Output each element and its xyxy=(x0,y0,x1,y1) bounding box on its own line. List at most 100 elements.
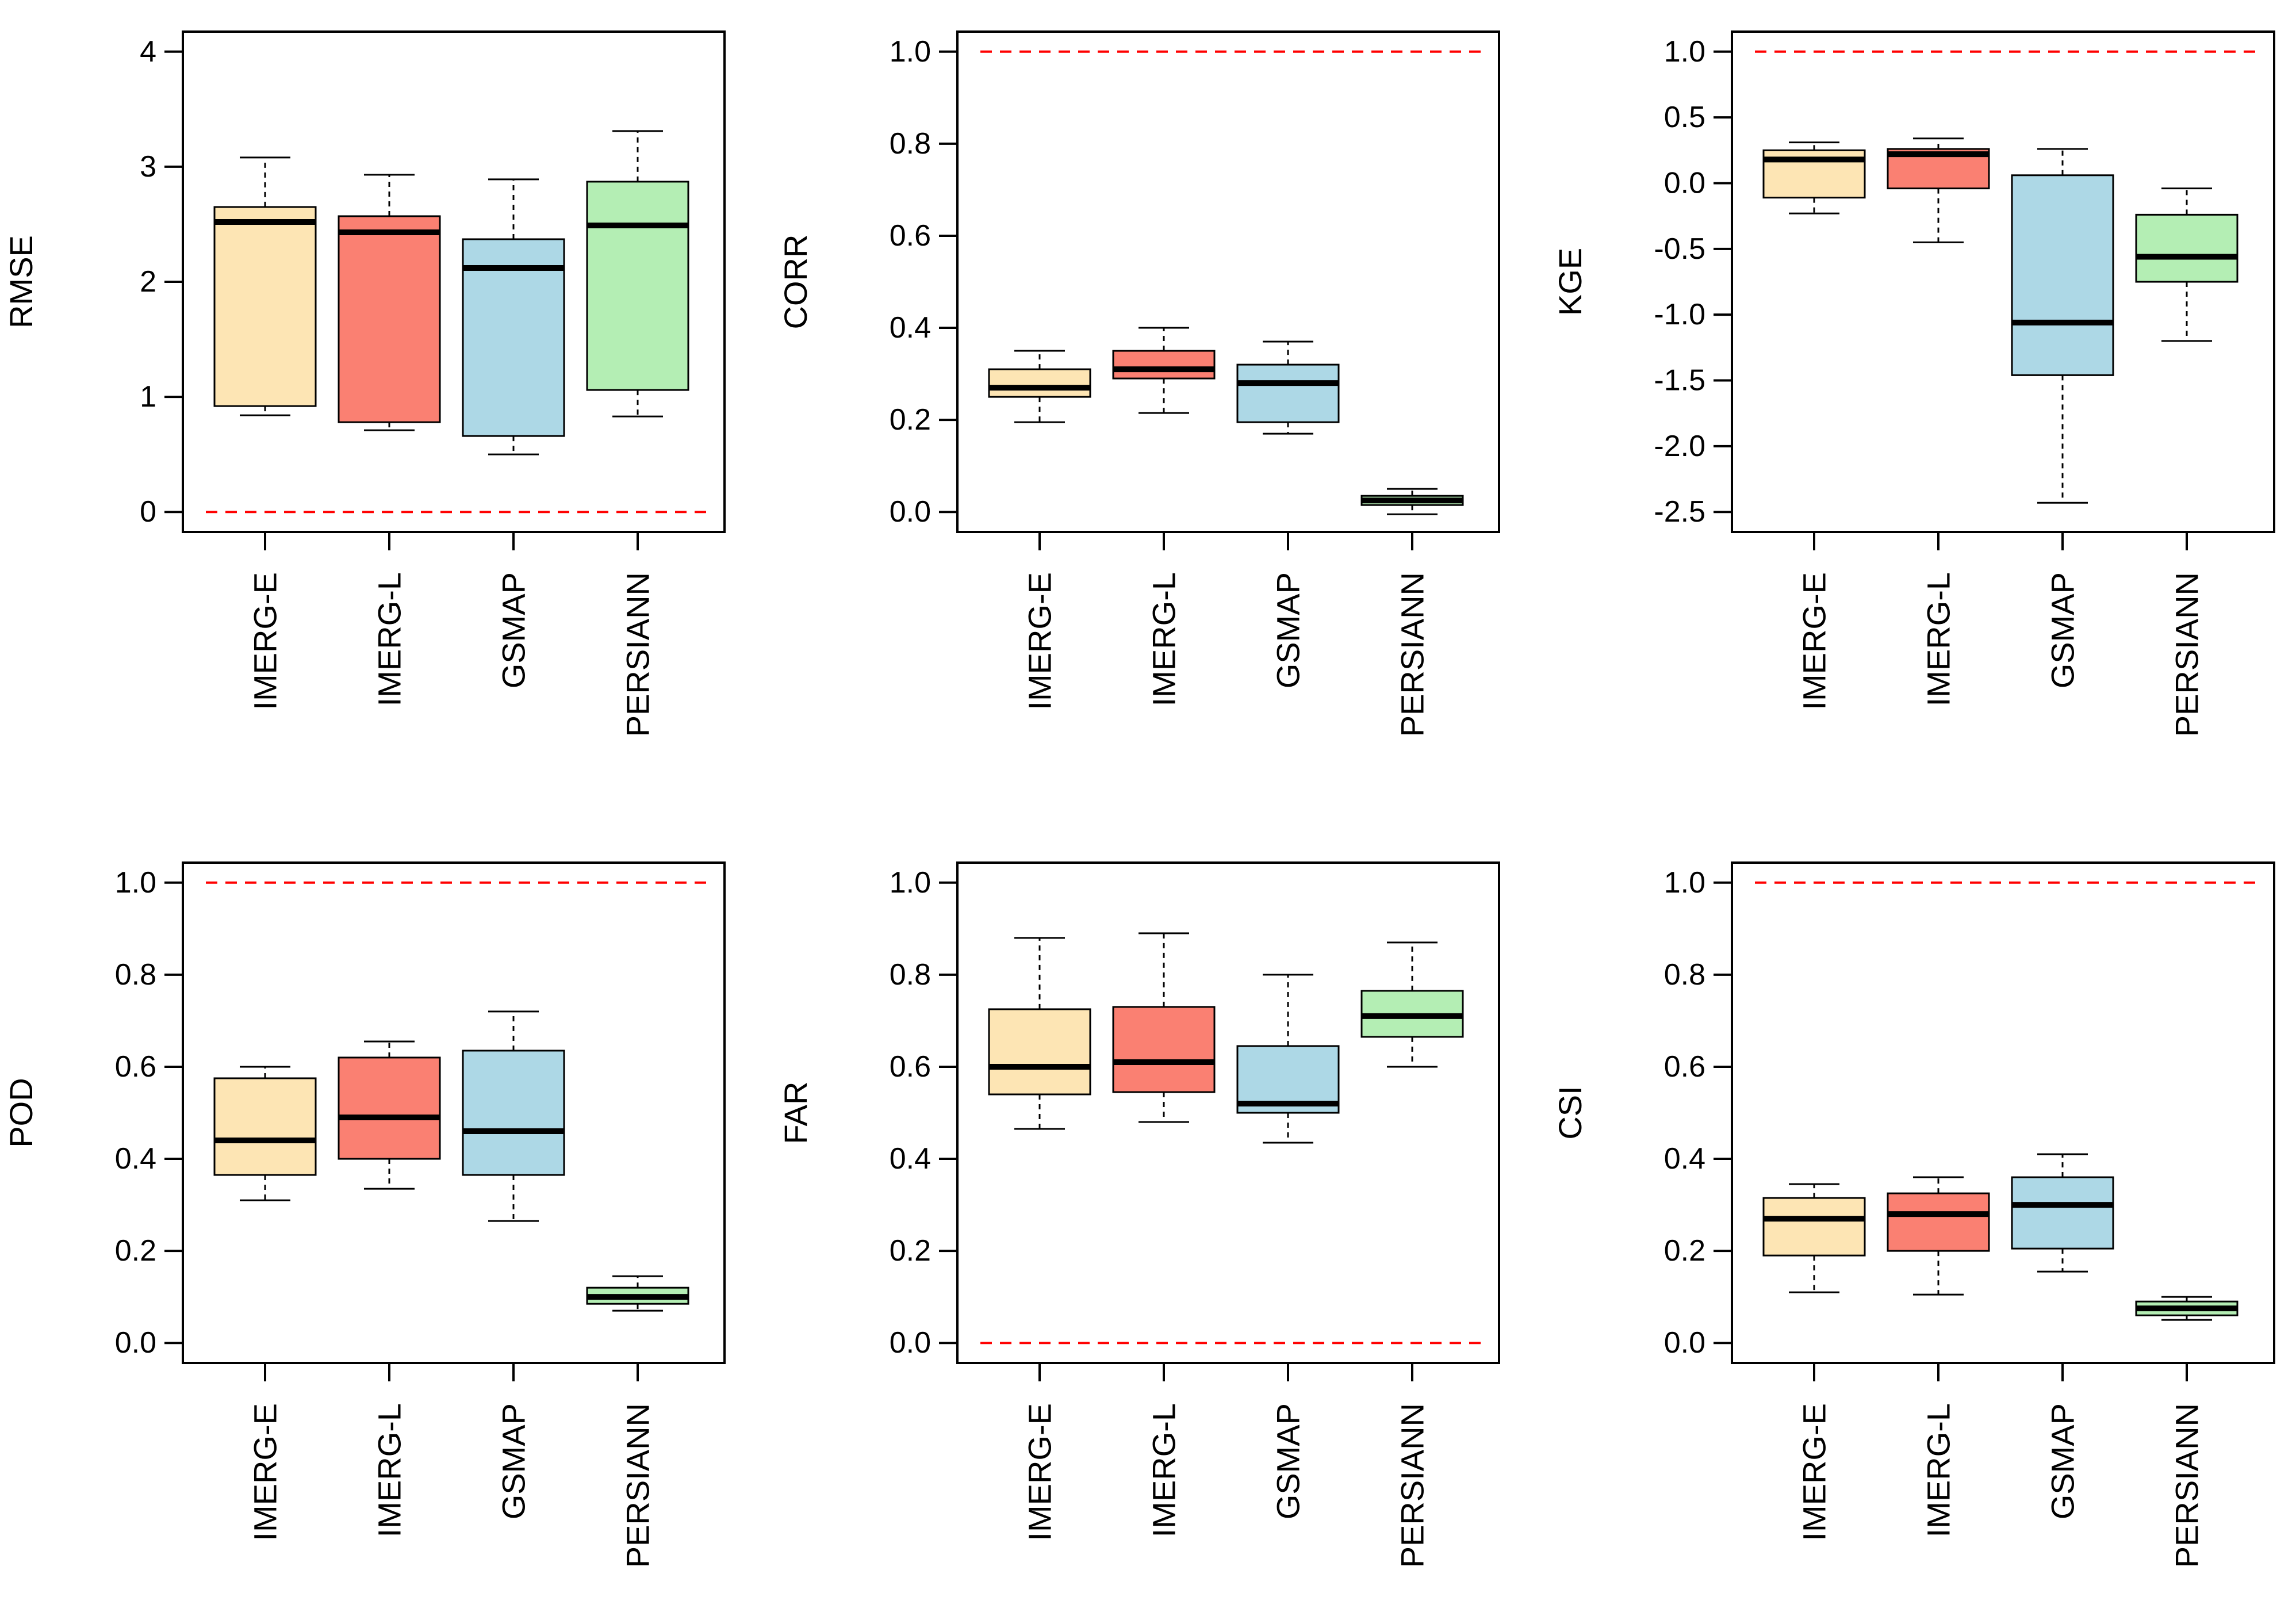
iqr-box xyxy=(1112,350,1216,380)
corr-category-label-gsmap: GSMAP xyxy=(1270,572,1306,688)
csi-plot-frame xyxy=(1731,861,2275,1364)
csi-box-imerg-l xyxy=(1887,1176,1990,1296)
far-ytick-label: 0.4 xyxy=(890,1142,931,1175)
csi-ytick-label: 0.0 xyxy=(1664,1326,1705,1360)
pod-box-imerg-e xyxy=(213,1066,317,1201)
kge-category-label-gsmap: GSMAP xyxy=(2045,572,2081,688)
csi-box-gsmap xyxy=(2011,1153,2114,1273)
rmse-plot-frame xyxy=(182,30,726,533)
csi-panel: 0.0 0.2 0.4 0.6 0.8 1.0 CSI IMERG-E IMERG-L GSMAP… xyxy=(1552,861,2275,1568)
far-panel: 0.0 0.2 0.4 0.6 0.8 1.0 FAR IMERG-E IMERG-L GSMAP… xyxy=(777,861,1500,1568)
iqr-box xyxy=(462,1050,565,1176)
corr-category-label-imerg-e: IMERG-E xyxy=(1022,572,1058,710)
far-category-label-persiann: PERSIANN xyxy=(1394,1403,1431,1568)
far-category-label-gsmap: GSMAP xyxy=(1270,1403,1306,1519)
pod-ytick-label: 1.0 xyxy=(115,866,156,899)
iqr-box xyxy=(462,238,565,437)
far-ytick-label: 0.0 xyxy=(890,1326,931,1360)
kge-box-imerg-l xyxy=(1887,137,1990,243)
kge-ytick-label: 0.5 xyxy=(1664,101,1705,134)
pod-plot-frame xyxy=(182,861,726,1364)
iqr-box xyxy=(1887,1192,1990,1252)
kge-ytick-label: -2.0 xyxy=(1654,430,1705,463)
csi-ytick-label: 0.2 xyxy=(1664,1234,1705,1267)
iqr-box xyxy=(338,215,441,423)
iqr-box xyxy=(2011,174,2114,376)
pod-ytick-label: 0.4 xyxy=(115,1142,156,1175)
far-ytick-label: 0.2 xyxy=(890,1234,931,1267)
corr-ytick-label: 0.8 xyxy=(890,127,931,160)
far-ytick-label: 0.8 xyxy=(890,958,931,991)
iqr-box xyxy=(2011,1176,2114,1250)
iqr-box xyxy=(338,1056,441,1160)
csi-ytick-label: 0.4 xyxy=(1664,1142,1705,1175)
far-axis-label: FAR xyxy=(777,1082,814,1144)
kge-ytick-label: 0.0 xyxy=(1664,166,1705,200)
rmse-category-label-gsmap: GSMAP xyxy=(496,572,532,688)
rmse-box-gsmap xyxy=(462,178,565,455)
corr-box-persiann xyxy=(1360,488,1464,515)
rmse-category-label-imerg-e: IMERG-E xyxy=(247,572,283,710)
csi-ytick-label: 0.6 xyxy=(1664,1050,1705,1083)
kge-ytick-label: -2.5 xyxy=(1654,495,1705,529)
rmse-category-label-persiann: PERSIANN xyxy=(620,572,656,737)
pod-box-imerg-l xyxy=(338,1040,441,1190)
iqr-box xyxy=(213,1077,317,1176)
kge-ytick-label: 1.0 xyxy=(1664,35,1705,68)
rmse-ytick-label: 1 xyxy=(140,380,156,413)
pod-ytick-label: 0.8 xyxy=(115,958,156,991)
csi-ytick-label: 0.8 xyxy=(1664,958,1705,991)
kge-ytick-label: -0.5 xyxy=(1654,232,1705,266)
far-box-imerg-e xyxy=(988,937,1091,1130)
rmse-box-persiann xyxy=(586,130,689,418)
iqr-box xyxy=(988,368,1091,398)
far-category-label-imerg-e: IMERG-E xyxy=(1022,1403,1058,1541)
kge-plot-frame xyxy=(1731,30,2275,533)
corr-ytick-label: 0.6 xyxy=(890,219,931,252)
csi-ytick-label: 1.0 xyxy=(1664,866,1705,899)
kge-category-label-imerg-e: IMERG-E xyxy=(1796,572,1833,710)
pod-axis-label: POD xyxy=(3,1078,39,1147)
rmse-ytick-label: 3 xyxy=(140,150,156,183)
corr-plot-frame xyxy=(956,30,1500,533)
csi-category-label-persiann: PERSIANN xyxy=(2169,1403,2205,1568)
iqr-box xyxy=(213,206,317,407)
kge-category-label-imerg-l: IMERG-L xyxy=(1921,572,1957,706)
corr-category-label-persiann: PERSIANN xyxy=(1394,572,1431,737)
rmse-panel: 0 1 2 3 4 RMSE IMERG-E IMERG-L GSMAP PERSIANN xyxy=(3,30,726,737)
kge-category-label-persiann: PERSIANN xyxy=(2169,572,2205,737)
pod-box-persiann xyxy=(586,1275,689,1312)
rmse-ytick-label: 2 xyxy=(140,265,156,298)
kge-box-gsmap xyxy=(2011,148,2114,504)
pod-category-label-gsmap: GSMAP xyxy=(496,1403,532,1519)
corr-ytick-label: 0.0 xyxy=(890,495,931,529)
csi-category-label-imerg-l: IMERG-L xyxy=(1921,1403,1957,1537)
far-ytick-label: 0.6 xyxy=(890,1050,931,1083)
pod-category-label-persiann: PERSIANN xyxy=(620,1403,656,1568)
kge-ytick-label: -1.0 xyxy=(1654,298,1705,331)
pod-panel: 0.0 0.2 0.4 0.6 0.8 1.0 POD IMERG-E IMERG-L GSMAP… xyxy=(3,861,726,1568)
far-ytick-label: 1.0 xyxy=(890,866,931,899)
pod-category-label-imerg-l: IMERG-L xyxy=(371,1403,408,1537)
corr-ytick-label: 0.2 xyxy=(890,403,931,436)
corr-box-imerg-e xyxy=(988,350,1091,423)
pod-ytick-label: 0.2 xyxy=(115,1234,156,1267)
rmse-box-imerg-e xyxy=(213,156,317,416)
far-category-label-imerg-l: IMERG-L xyxy=(1146,1403,1182,1537)
pod-box-gsmap xyxy=(462,1010,565,1222)
far-box-gsmap xyxy=(1236,974,1340,1144)
rmse-ytick-label: 4 xyxy=(140,35,156,68)
pod-category-label-imerg-e: IMERG-E xyxy=(247,1403,283,1541)
corr-panel: 0.0 0.2 0.4 0.6 0.8 1.0 CORR IMERG-E IMERG-L GSMA… xyxy=(777,30,1500,737)
iqr-box xyxy=(2135,213,2238,283)
rmse-box-imerg-l xyxy=(338,174,441,431)
csi-box-persiann xyxy=(2135,1296,2238,1321)
corr-box-gsmap xyxy=(1236,340,1340,435)
rmse-category-label-imerg-l: IMERG-L xyxy=(371,572,408,706)
kge-ytick-label: -1.5 xyxy=(1654,364,1705,397)
iqr-box xyxy=(1236,363,1340,423)
corr-category-label-imerg-l: IMERG-L xyxy=(1146,572,1182,706)
far-box-persiann xyxy=(1360,941,1464,1068)
far-plot-frame xyxy=(956,861,1500,1364)
